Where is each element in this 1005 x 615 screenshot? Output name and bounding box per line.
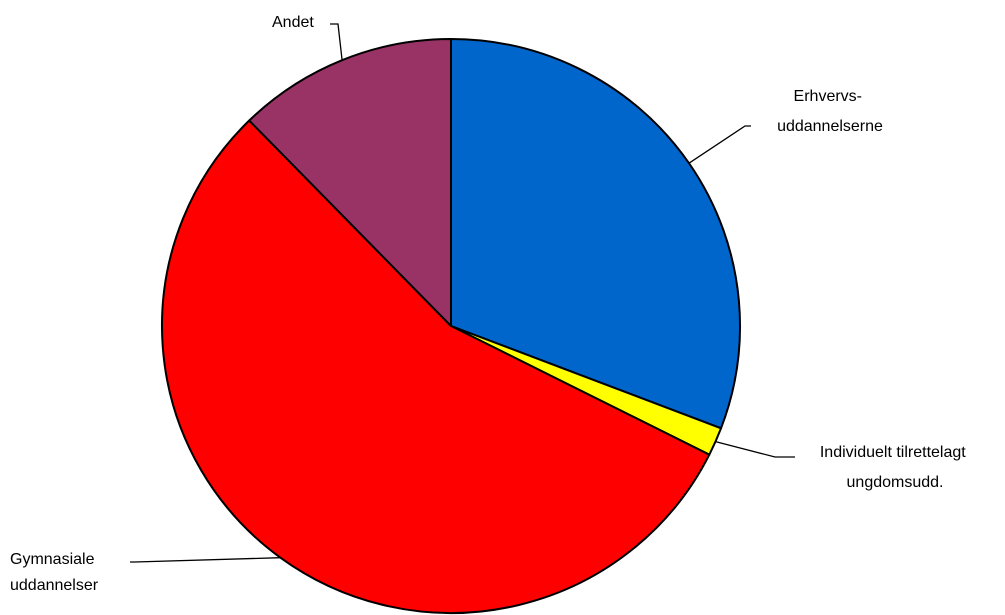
leader-erhvervsuddannelserne bbox=[688, 125, 751, 164]
label-individuelt-tilrettelagt: Individuelt tilrettelagt ungdomsudd. bbox=[820, 444, 970, 491]
label-erhvervsuddannelserne: Erhvervs- uddannelserne bbox=[777, 88, 883, 135]
label-andet: Andet bbox=[272, 14, 314, 31]
leader-lines bbox=[130, 23, 795, 563]
slice-labels: Erhvervs- uddannelserne Individuelt tilr… bbox=[10, 14, 970, 594]
slice-gymnasiale-uddannelser bbox=[161, 119, 711, 614]
leader-gymnasiale-uddannelser bbox=[130, 557, 281, 563]
leader-individuelt-tilrettelagt bbox=[715, 440, 795, 458]
label-gymnasiale-uddannelser: Gymnasiale uddannelser bbox=[10, 551, 99, 594]
pie-slices bbox=[161, 38, 741, 614]
leader-andet bbox=[330, 23, 343, 61]
